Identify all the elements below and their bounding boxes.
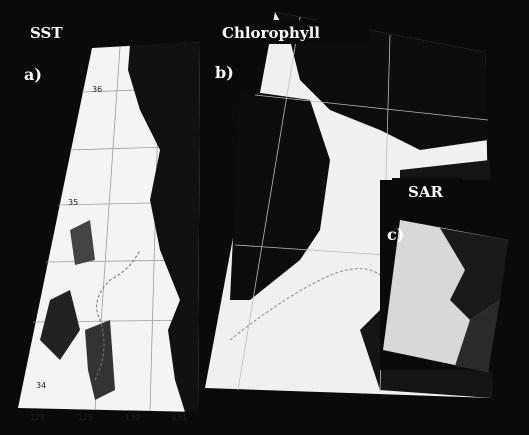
panel-title: Chlorophyll [222, 24, 320, 42]
panel-label: a) [24, 65, 42, 84]
page: 36 35 34 128 129 130 131 SST a) Chloroph… [0, 0, 529, 435]
figure: 36 35 34 128 129 130 131 SST a) Chloroph… [0, 0, 529, 435]
lat-label: 35 [68, 198, 78, 207]
lat-label: 34 [36, 381, 46, 390]
panel-title: SST [30, 24, 63, 42]
panel-label: c) [387, 225, 404, 244]
lon-label: 130 [125, 413, 140, 422]
lon-label: 131 [172, 413, 187, 422]
lon-label: 129 [78, 413, 93, 422]
lat-label: 36 [92, 85, 102, 94]
panel-sar: SAR c) [380, 178, 529, 372]
panel-label: b) [215, 63, 234, 82]
panel-title: SAR [408, 183, 443, 201]
lon-label: 128 [30, 413, 45, 422]
